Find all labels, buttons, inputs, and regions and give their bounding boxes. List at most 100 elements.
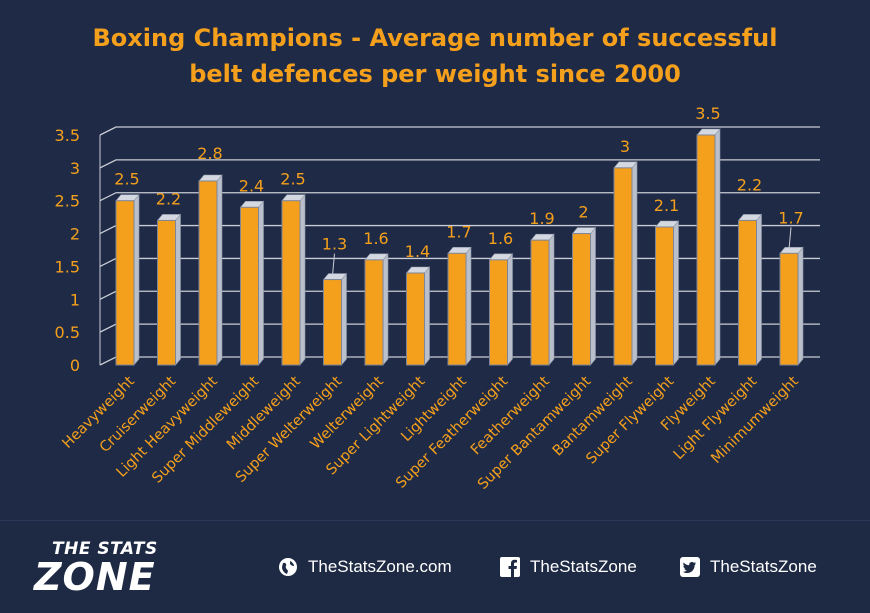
chart-title-line-2: belt defences per weight since 2000 bbox=[189, 60, 681, 88]
twitter-icon bbox=[680, 557, 700, 577]
bar-side bbox=[631, 161, 638, 366]
facebook-text: TheStatsZone bbox=[530, 557, 637, 576]
bar bbox=[364, 253, 389, 366]
bar-front bbox=[364, 259, 384, 366]
logo-top-text: THE STATS bbox=[52, 539, 158, 559]
data-label: 1.7 bbox=[778, 208, 803, 227]
bar-side bbox=[258, 200, 264, 366]
bar bbox=[613, 161, 638, 366]
bar-side bbox=[673, 220, 679, 366]
leader-line bbox=[332, 253, 335, 276]
data-label: 3.5 bbox=[695, 104, 720, 123]
bar-front bbox=[157, 219, 176, 366]
bar-side bbox=[507, 253, 513, 366]
globe-icon bbox=[279, 558, 297, 576]
bars bbox=[115, 128, 804, 366]
twitter-text: TheStatsZone bbox=[710, 557, 817, 576]
y-tick-labels: 0 0.5 1 1.5 2 2.5 3 3.5 bbox=[55, 126, 80, 375]
bar-front bbox=[613, 167, 633, 366]
bar-side bbox=[756, 213, 762, 366]
gridline bbox=[99, 126, 820, 136]
bar bbox=[737, 213, 763, 366]
bar bbox=[322, 272, 348, 366]
bar bbox=[571, 226, 597, 366]
bar-side bbox=[133, 193, 140, 366]
bar-front bbox=[323, 279, 342, 366]
data-labels: 2.5 2.2 2.8 2.4 2.5 1.3 1.6 1.4 1.7 1.6 1.9 2 3 2.1 3.… bbox=[114, 104, 804, 276]
y-tick-label: 2 bbox=[70, 225, 80, 244]
y-tick-label: 1 bbox=[70, 290, 80, 309]
bar bbox=[156, 213, 182, 366]
website-text: TheStatsZone.com bbox=[308, 557, 452, 576]
data-label: 2.1 bbox=[654, 196, 679, 215]
y-tick-label: 1.5 bbox=[55, 257, 80, 276]
leader-line bbox=[788, 227, 792, 250]
gridline bbox=[99, 159, 820, 169]
x-tick-label: Heavyweight bbox=[60, 373, 139, 452]
data-label: 1.6 bbox=[363, 229, 388, 248]
bar-side bbox=[216, 174, 223, 366]
bar-side bbox=[424, 266, 430, 366]
y-tick-label: 3 bbox=[70, 159, 80, 178]
bar-front bbox=[240, 206, 259, 366]
chart-title-line-1: Boxing Champions - Average number of suc… bbox=[92, 24, 778, 52]
data-label: 3 bbox=[620, 137, 630, 156]
bar-front bbox=[779, 252, 799, 366]
twitter-link[interactable]: TheStatsZone bbox=[680, 555, 817, 579]
data-label: 2.8 bbox=[197, 144, 222, 163]
bar-front bbox=[530, 239, 550, 366]
bar bbox=[779, 246, 804, 366]
y-tick-label: 2.5 bbox=[55, 192, 80, 211]
bar-side bbox=[548, 233, 555, 366]
bar-side bbox=[341, 272, 347, 366]
data-label: 1.6 bbox=[488, 229, 513, 248]
bar bbox=[654, 220, 680, 366]
facebook-link[interactable]: TheStatsZone bbox=[500, 555, 637, 579]
y-tick-label: 3.5 bbox=[55, 126, 80, 145]
bar-side bbox=[175, 213, 181, 366]
bar-front bbox=[406, 272, 425, 366]
bar-chart: 0 0.5 1 1.5 2 2.5 3 3.5 2.5 2.2 2.8 2.4 2.5 1.3 1.6 1.4… bbox=[55, 104, 820, 493]
data-label: 1.4 bbox=[405, 242, 430, 261]
bar-front bbox=[738, 219, 757, 366]
data-label: 2.4 bbox=[239, 176, 264, 195]
data-label: 1.7 bbox=[446, 222, 471, 241]
chart-panel: 0 0.5 1 1.5 2 2.5 3 3.5 2.5 2.2 2.8 2.4 2.5 1.3 1.6 1.4… bbox=[0, 20, 870, 493]
chart-title: Boxing Champions - Average number of suc… bbox=[0, 20, 870, 92]
bar bbox=[239, 200, 265, 366]
bar-side bbox=[714, 128, 721, 366]
bar bbox=[115, 193, 140, 366]
bar-side bbox=[465, 246, 472, 366]
x-tick-label: Middleweight bbox=[224, 373, 304, 453]
bar-side bbox=[590, 226, 596, 366]
footer: THE STATS ZONE TheStatsZone.com TheStats… bbox=[0, 520, 870, 613]
data-label: 1.9 bbox=[529, 209, 554, 228]
x-tick-label: Welterweight bbox=[308, 373, 387, 452]
data-label: 2.2 bbox=[156, 189, 181, 208]
stats-zone-logo: THE STATS ZONE bbox=[34, 539, 184, 601]
data-label: 1.3 bbox=[322, 235, 347, 254]
bar bbox=[281, 193, 306, 366]
y-tick-label: 0 bbox=[70, 356, 80, 375]
facebook-icon bbox=[500, 557, 520, 577]
bar-front bbox=[281, 200, 301, 366]
y-tick-label: 0.5 bbox=[55, 323, 80, 342]
bar-front bbox=[572, 233, 591, 366]
website-link[interactable]: TheStatsZone.com bbox=[278, 555, 452, 579]
bar bbox=[488, 253, 514, 366]
bar bbox=[198, 174, 223, 366]
data-label: 2.5 bbox=[280, 170, 305, 189]
bar-side bbox=[797, 246, 804, 366]
bar bbox=[696, 128, 721, 366]
bar bbox=[530, 233, 555, 366]
logo-bottom-text: ZONE bbox=[34, 555, 156, 599]
bar-front bbox=[489, 259, 508, 366]
bar-side bbox=[382, 253, 389, 366]
bar bbox=[447, 246, 472, 366]
bar-front bbox=[696, 134, 716, 366]
bar-front bbox=[115, 200, 135, 366]
data-label: 2 bbox=[578, 203, 588, 222]
data-label: 2.2 bbox=[737, 175, 762, 194]
bar bbox=[405, 266, 431, 366]
